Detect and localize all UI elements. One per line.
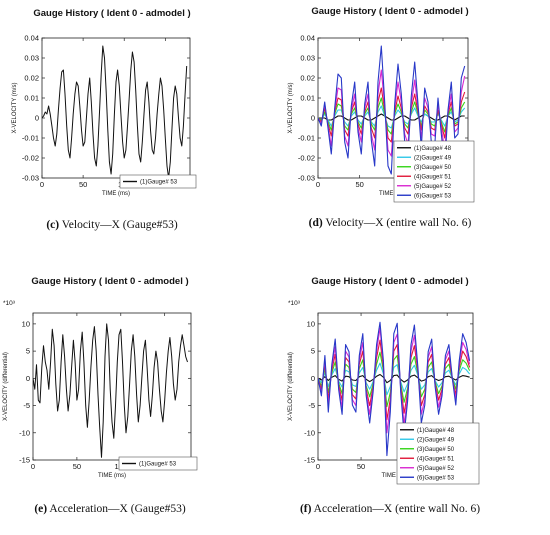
y-tick-label: 0: [311, 374, 315, 383]
x-tick-label: 50: [357, 462, 365, 471]
legend-entry: (1)Gauge# 48: [414, 146, 452, 152]
legend: (1)Gauge# 53: [118, 456, 198, 471]
legend: (1)Gauge# 48 (2)Gauge# 49 (3)Gauge# 50 (4)G…: [396, 422, 480, 485]
caption-text: Velocity—X (Gauge#53): [59, 219, 178, 231]
legend-entry: (2)Gauge# 49: [414, 155, 452, 161]
x-axis-label: TIME (ms): [379, 191, 407, 197]
legend-entry: (3)Gauge# 50: [414, 165, 452, 171]
y-axis-label: X-VELOCITY (differential): [288, 352, 294, 421]
chart-title: Gauge History ( Ident 0 - admodel ): [311, 276, 468, 287]
x-tick-label: 0: [31, 462, 35, 471]
legend: (1)Gauge# 48 (2)Gauge# 49 (3)Gauge# 50 (4)G…: [393, 140, 475, 203]
y-axis-label: X-VELOCITY (m/s): [288, 83, 294, 134]
x-tick-label: 0: [316, 180, 320, 189]
x-axis-label: TIME (ms): [102, 191, 130, 197]
y-tick-label: -0.01: [22, 134, 39, 143]
y-tick-label: 0.01: [300, 94, 315, 103]
x-tick-label: 50: [355, 180, 363, 189]
plot-area: [41, 37, 191, 179]
series-lines: [318, 321, 471, 457]
y-tick-label: 0.04: [300, 34, 315, 43]
y-tick-label: 0: [35, 114, 39, 123]
y-tick-label: 0: [26, 374, 30, 383]
axis-multiplier: *10³: [288, 300, 301, 307]
figure-caption: (c) Velocity—X (Gauge#53): [46, 219, 178, 231]
caption-letter: (e): [34, 503, 47, 515]
y-tick-label: 0.03: [24, 54, 39, 63]
series-line-1: [42, 45, 188, 178]
legend-entry: (1)Gauge# 53: [139, 462, 177, 468]
y-tick-label: -0.01: [298, 134, 315, 143]
plot-area: [32, 312, 192, 461]
chart-title: Gauge History ( Ident 0 - admodel ): [31, 276, 188, 287]
chart-panel-d: Gauge History ( Ident 0 - admodel ) -0.03…: [288, 6, 475, 229]
caption-letter: (f): [300, 503, 312, 515]
series-line-1: [33, 323, 188, 458]
y-tick-label: -5: [308, 401, 315, 410]
chart-panel-f: Gauge History ( Ident 0 - admodel ) *10³ -…: [288, 276, 480, 515]
y-tick-label: 0.04: [24, 34, 39, 43]
caption-text: Acceleration—X (entire wall No. 6): [311, 503, 480, 515]
y-tick-label: 0.02: [300, 74, 315, 83]
legend-entry: (2)Gauge# 49: [417, 437, 455, 443]
caption-letter: (d): [309, 217, 323, 229]
y-axis-label: X-VELOCITY (differential): [3, 352, 9, 421]
legend-entry: (5)Gauge# 52: [417, 466, 455, 472]
chart-title: Gauge History ( Ident 0 - admodel ): [311, 6, 468, 17]
legend-box: [119, 174, 197, 189]
legend-entry: (4)Gauge# 51: [414, 174, 452, 180]
legend-entry: (6)Gauge# 53: [417, 475, 455, 481]
y-tick-label: 0.03: [300, 54, 315, 63]
legend-entry: (1)Gauge# 48: [417, 428, 455, 434]
series-lines: [42, 45, 188, 178]
figure-caption: (f) Acceleration—X (entire wall No. 6): [300, 503, 480, 515]
y-tick-label: -5: [23, 401, 30, 410]
y-tick-label: -15: [19, 456, 30, 465]
x-axis-label: TIME (ms): [98, 473, 126, 479]
series-lines: [318, 45, 466, 175]
y-tick-label: 10: [22, 319, 30, 328]
x-axis-label: TIME (ms): [382, 473, 410, 479]
y-tick-label: 0: [311, 114, 315, 123]
y-tick-label: -0.02: [22, 154, 39, 163]
x-tick-label: 0: [316, 462, 320, 471]
series-line-6: [318, 45, 466, 175]
y-tick-label: -0.02: [298, 154, 315, 163]
legend-box: [396, 422, 480, 485]
caption-letter: (c): [46, 219, 59, 231]
legend-entry: (5)Gauge# 52: [414, 184, 452, 190]
caption-text: Velocity—X (entire wall No. 6): [323, 217, 472, 229]
x-tick-label: 50: [73, 462, 81, 471]
series-lines: [33, 323, 188, 458]
y-tick-label: 5: [311, 347, 315, 356]
y-tick-label: -10: [19, 428, 30, 437]
figure-caption: (e) Acceleration—X (Gauge#53): [34, 503, 186, 515]
legend-entry: (1)Gauge# 53: [140, 180, 178, 186]
legend-entry: (6)Gauge# 53: [414, 193, 452, 199]
y-tick-label: -0.03: [22, 174, 39, 183]
y-tick-label: -10: [304, 428, 315, 437]
y-tick-label: 5: [26, 347, 30, 356]
x-tick-label: 50: [79, 180, 87, 189]
legend-entry: (4)Gauge# 51: [417, 456, 455, 462]
caption-text: Acceleration—X (Gauge#53): [47, 503, 186, 515]
figure-caption: (d) Velocity—X (entire wall No. 6): [309, 217, 472, 229]
legend-box: [393, 140, 475, 203]
chart-title: Gauge History ( Ident 0 - admodel ): [33, 8, 190, 19]
y-tick-label: 0.01: [24, 94, 39, 103]
y-axis-label: X-VELOCITY (m/s): [12, 83, 18, 134]
legend: (1)Gauge# 53: [119, 174, 197, 189]
y-tick-label: -15: [304, 456, 315, 465]
chart-panel-c: Gauge History ( Ident 0 - admodel ) -0.03…: [12, 8, 197, 231]
x-tick-label: 0: [40, 180, 44, 189]
y-tick-label: -0.03: [298, 174, 315, 183]
series-line-6: [318, 321, 471, 457]
y-tick-label: 0.02: [24, 74, 39, 83]
axis-multiplier: *10³: [3, 300, 16, 307]
chart-panel-e: Gauge History ( Ident 0 - admodel ) *10³ -…: [3, 276, 198, 515]
y-tick-label: 10: [307, 319, 315, 328]
legend-entry: (3)Gauge# 50: [417, 447, 455, 453]
legend-box: [118, 456, 198, 471]
